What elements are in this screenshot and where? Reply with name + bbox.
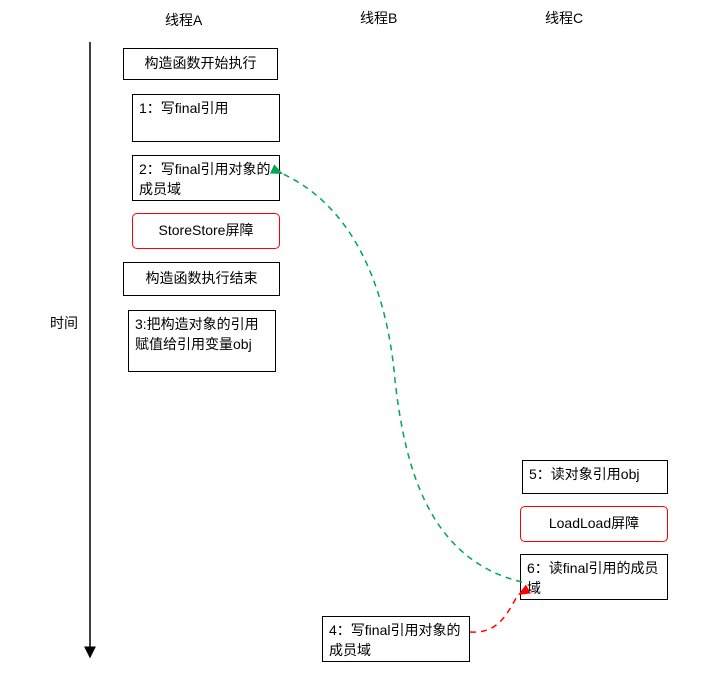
box-step4-text: 4：写final引用对象的成员域 [329,621,463,660]
box-step3-text: 3:把构造对象的引用赋值给引用变量obj [135,315,269,354]
box-constructor-end: 构造函数执行结束 [123,262,280,296]
box-step1: 1：写final引用 [132,94,280,142]
box-step3: 3:把构造对象的引用赋值给引用变量obj [128,310,276,372]
box-step2: 2：写final引用对象的成员域 [132,155,280,201]
thread-b-header: 线程B [360,8,397,28]
box-loadload-barrier: LoadLoad屏障 [520,506,668,542]
box-step4: 4：写final引用对象的成员域 [322,616,470,662]
green-dependency-arrow [283,174,522,582]
time-axis-label: 时间 [50,313,78,333]
thread-a-header: 线程A [165,10,202,30]
box-step2-text: 2：写final引用对象的成员域 [139,160,273,199]
box-step5: 5：读对象引用obj [522,460,668,494]
box-loadload-text: LoadLoad屏障 [549,514,639,534]
box-step1-text: 1：写final引用 [139,99,228,119]
box-constructor-end-text: 构造函数执行结束 [146,269,258,289]
box-step6: 6：读final引用的成员域 [520,554,668,600]
box-storestore-barrier: StoreStore屏障 [132,213,280,249]
box-storestore-text: StoreStore屏障 [159,221,254,241]
box-step6-text: 6：读final引用的成员域 [527,559,661,598]
thread-c-header: 线程C [545,8,583,28]
box-step5-text: 5：读对象引用obj [529,465,639,485]
box-constructor-start: 构造函数开始执行 [123,48,278,80]
box-constructor-start-text: 构造函数开始执行 [145,54,257,74]
red-dependency-arrow [470,595,518,632]
